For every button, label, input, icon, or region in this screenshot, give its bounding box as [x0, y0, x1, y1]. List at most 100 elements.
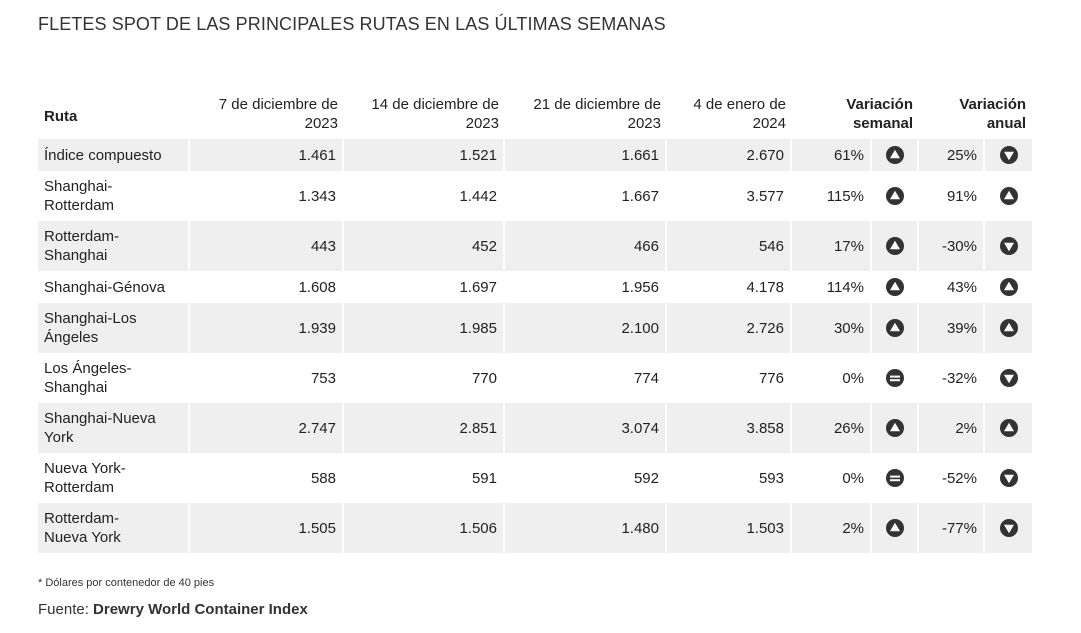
value-cell: 1.480 [505, 503, 667, 553]
weekly-change-cell: 115% [792, 171, 872, 221]
weekly-change-icon-cell [872, 171, 919, 221]
value-cell: 1.442 [344, 171, 505, 221]
value-cell: 1.661 [505, 139, 667, 171]
table-row: Rotterdam-Nueva York 1.505 1.506 1.480 1.503… [38, 503, 1033, 553]
value-cell: 774 [505, 353, 667, 403]
route-cell: Índice compuesto [38, 139, 190, 171]
triangle-up-icon [885, 519, 904, 538]
value-cell: 592 [505, 453, 667, 503]
value-cell: 1.667 [505, 171, 667, 221]
triangle-up-icon [999, 278, 1018, 297]
value-cell: 1.985 [344, 303, 505, 353]
value-cell: 1.505 [190, 503, 344, 553]
annual-change-cell: 43% [919, 271, 985, 303]
value-cell: 1.506 [344, 503, 505, 553]
weekly-change-icon-cell [872, 303, 919, 353]
value-cell: 3.577 [667, 171, 792, 221]
column-header-week-2: 14 de diciembre de 2023 [371, 96, 499, 132]
weekly-change-icon-cell [872, 139, 919, 171]
triangle-up-icon [885, 187, 904, 206]
annual-change-icon-cell [985, 453, 1032, 503]
weekly-change-icon-cell [872, 503, 919, 553]
column-header-week-4: 4 de enero de 2024 [693, 96, 786, 132]
triangle-down-icon [999, 369, 1018, 388]
table-row: Shanghai-Rotterdam 1.343 1.442 1.667 3.577 11… [38, 171, 1032, 221]
value-cell: 588 [190, 453, 344, 503]
weekly-change-icon-cell [872, 403, 919, 453]
value-cell: 1.343 [190, 171, 344, 221]
weekly-change-cell: 17% [792, 221, 872, 271]
annual-change-cell: -52% [919, 453, 985, 503]
triangle-down-icon [999, 237, 1018, 256]
weekly-change-icon-cell [872, 221, 919, 271]
annual-change-cell: 25% [919, 139, 985, 171]
table-row: Shanghai-Los Ángeles 1.939 1.985 2.100 2.726… [38, 303, 1033, 353]
weekly-change-cell: 0% [792, 453, 872, 503]
route-cell: Shanghai-Rotterdam [38, 171, 190, 221]
chart-title: FLETES SPOT DE LAS PRINCIPALES RUTAS EN … [38, 14, 666, 34]
value-cell: 770 [344, 353, 505, 403]
triangle-up-icon [999, 319, 1018, 338]
value-cell: 591 [344, 453, 505, 503]
value-cell: 1.697 [344, 271, 505, 303]
route-cell: Rotterdam-Nueva York [38, 503, 190, 553]
triangle-up-icon [885, 146, 904, 165]
value-cell: 1.956 [505, 271, 667, 303]
triangle-up-icon [885, 319, 904, 338]
equal-icon [885, 369, 904, 388]
equal-icon [885, 469, 904, 488]
value-cell: 1.461 [190, 139, 344, 171]
value-cell: 452 [344, 221, 505, 271]
weekly-change-icon-cell [872, 271, 919, 303]
column-header-weekly-change: Variación semanal [846, 96, 913, 132]
source-name: Drewry World Container Index [93, 601, 308, 618]
annual-change-icon-cell [985, 353, 1032, 403]
value-cell: 2.670 [667, 139, 792, 171]
triangle-up-icon [885, 419, 904, 438]
value-cell: 2.851 [344, 403, 505, 453]
route-cell: Shanghai-Los Ángeles [38, 303, 190, 353]
route-cell: Shanghai-Nueva York [38, 403, 190, 453]
annual-change-cell: -30% [919, 221, 985, 271]
value-cell: 3.074 [505, 403, 667, 453]
annual-change-cell: 91% [919, 171, 985, 221]
table-row: Shanghai-Génova 1.608 1.697 1.956 4.178 114% 4… [38, 271, 1032, 303]
triangle-up-icon [999, 187, 1018, 206]
annual-change-cell: 39% [919, 303, 985, 353]
annual-change-icon-cell [985, 303, 1033, 353]
column-header-route: Ruta [44, 108, 78, 125]
annual-change-icon-cell [985, 271, 1032, 303]
weekly-change-cell: 114% [792, 271, 872, 303]
value-cell: 776 [667, 353, 792, 403]
value-cell: 546 [667, 221, 792, 271]
annual-change-icon-cell [985, 503, 1033, 553]
annual-change-icon-cell [985, 171, 1032, 221]
weekly-change-cell: 0% [792, 353, 872, 403]
annual-change-icon-cell [985, 221, 1033, 271]
value-cell: 2.726 [667, 303, 792, 353]
annual-change-icon-cell [985, 139, 1033, 171]
footnote: * Dólares por contenedor de 40 pies [38, 577, 215, 589]
column-header-week-1: 7 de diciembre de 2023 [218, 96, 338, 132]
triangle-up-icon [999, 419, 1018, 438]
value-cell: 1.608 [190, 271, 344, 303]
value-cell: 593 [667, 453, 792, 503]
annual-change-cell: 2% [919, 403, 985, 453]
freight-table: Ruta 7 de diciembre de 2023 14 de diciem… [38, 76, 1033, 553]
weekly-change-cell: 30% [792, 303, 872, 353]
weekly-change-cell: 2% [792, 503, 872, 553]
column-header-week-3: 21 de diciembre de 2023 [533, 96, 661, 132]
source-line: Fuente: Drewry World Container Index [38, 601, 308, 618]
value-cell: 1.939 [190, 303, 344, 353]
weekly-change-icon-cell [872, 453, 919, 503]
value-cell: 1.521 [344, 139, 505, 171]
value-cell: 4.178 [667, 271, 792, 303]
triangle-down-icon [999, 146, 1018, 165]
value-cell: 466 [505, 221, 667, 271]
table-body: Índice compuesto 1.461 1.521 1.661 2.670 61% 2… [38, 139, 1033, 553]
weekly-change-cell: 26% [792, 403, 872, 453]
annual-change-cell: -32% [919, 353, 985, 403]
route-cell: Shanghai-Génova [38, 271, 190, 303]
table-row: Índice compuesto 1.461 1.521 1.661 2.670 61% 2… [38, 139, 1033, 171]
table-row: Rotterdam-Shanghai 443 452 466 546 17% -30% [38, 221, 1033, 271]
